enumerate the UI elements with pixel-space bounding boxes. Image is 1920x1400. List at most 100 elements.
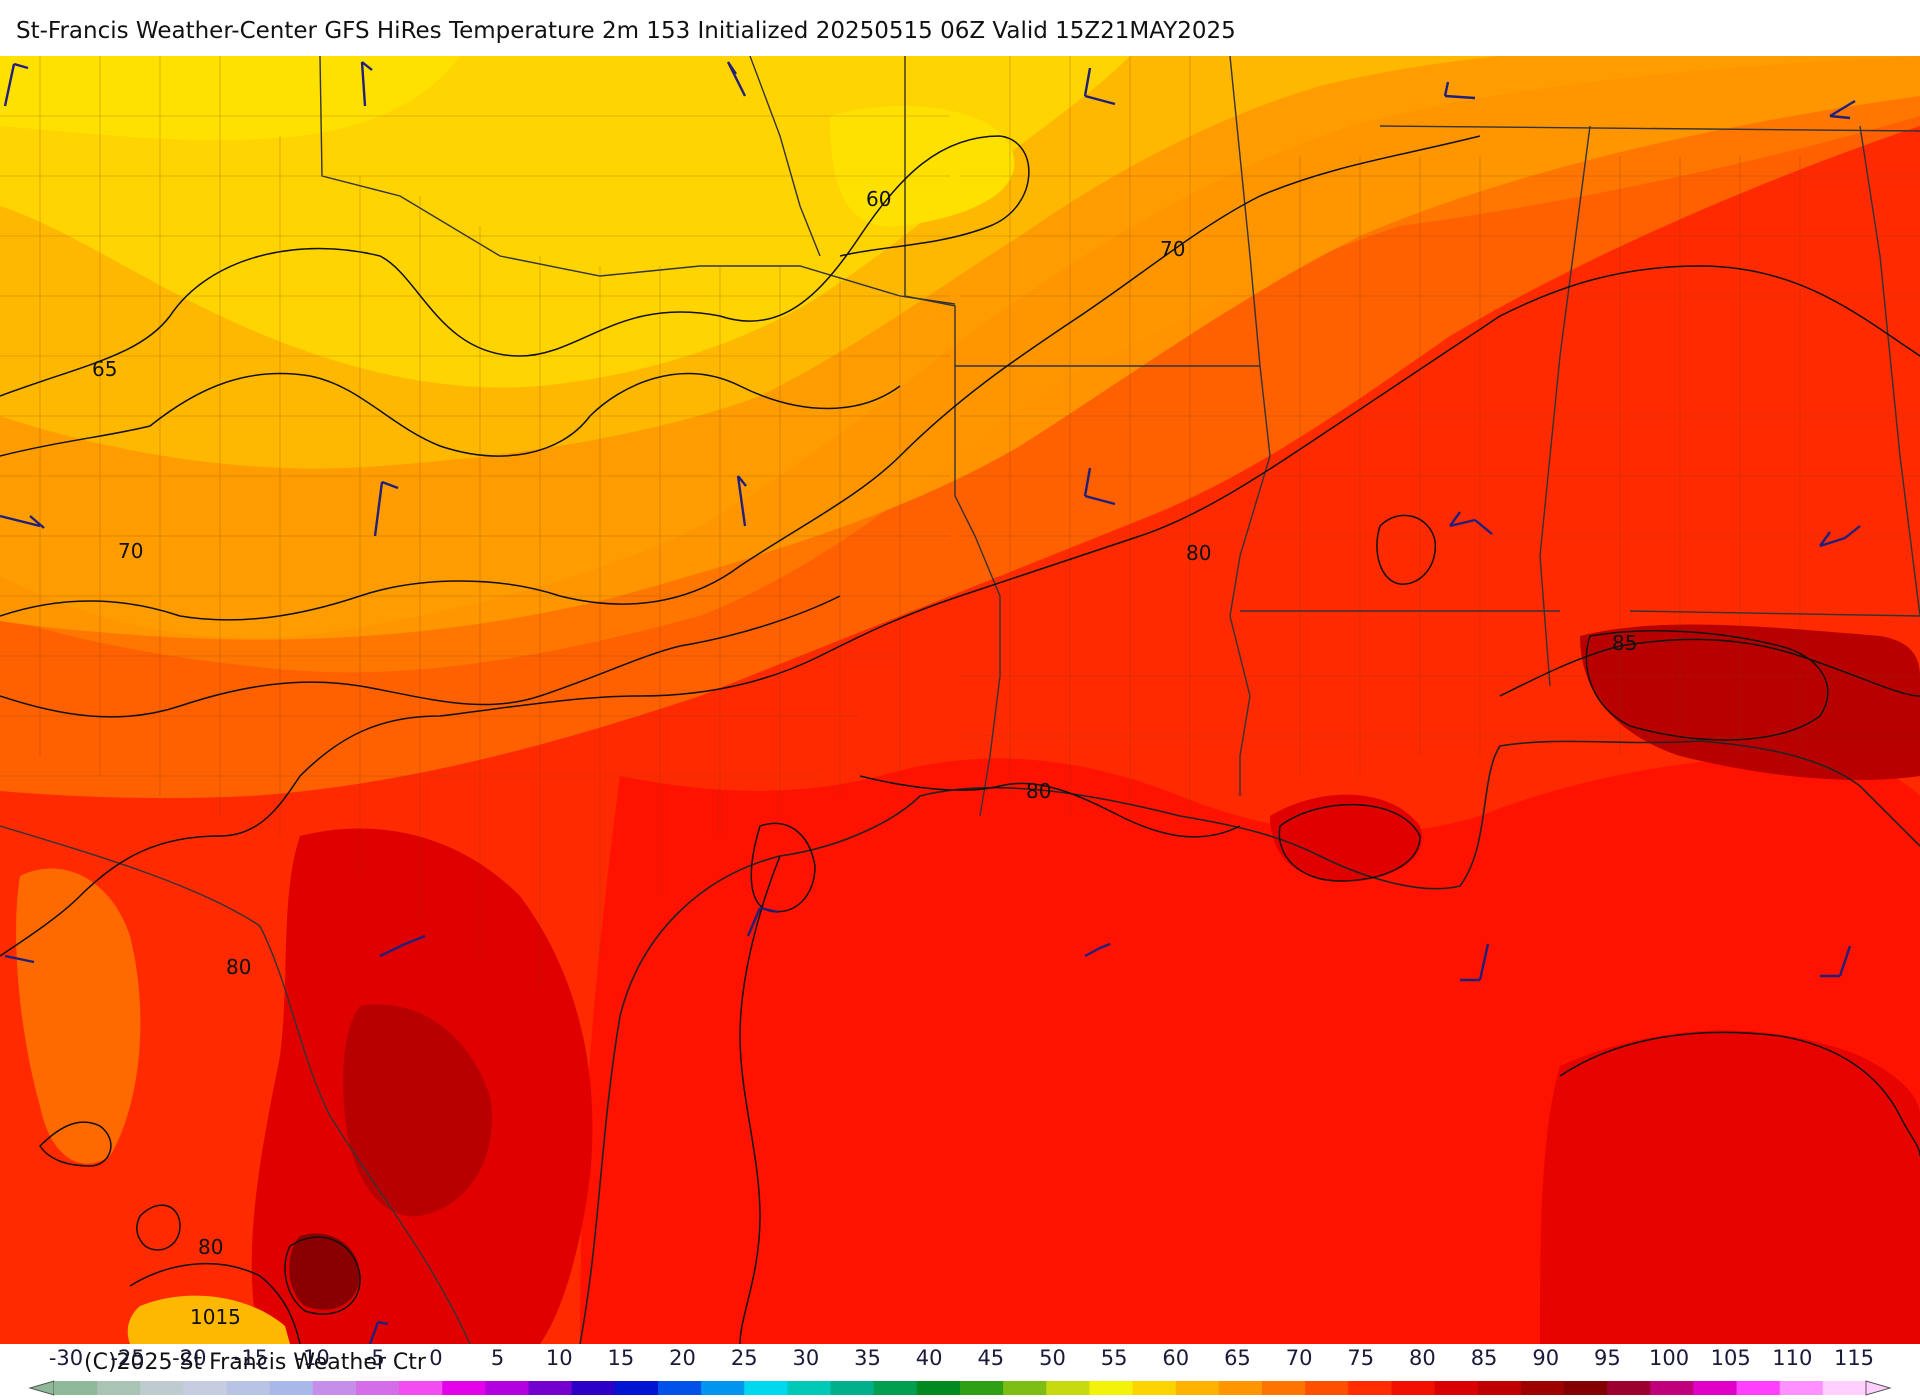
colorbar-swatch [1822, 1381, 1867, 1395]
contour-label: 70 [118, 539, 143, 563]
colorbar-swatch [312, 1381, 357, 1395]
colorbar-swatch [399, 1381, 443, 1395]
shade-85-florida [1580, 624, 1920, 780]
colorbar-tick-label: 90 [1532, 1346, 1560, 1370]
colorbar-tick-label: 45 [977, 1346, 1005, 1370]
colorbar-tick-label: -15 [233, 1346, 269, 1370]
colorbar-swatch [571, 1381, 616, 1395]
colorbar-tick-label: 65 [1224, 1346, 1251, 1370]
colorbar-min-arrow [28, 1380, 55, 1396]
colorbar-swatch [916, 1381, 961, 1395]
colorbar-swatch [744, 1381, 788, 1395]
contour-label: 60 [866, 187, 891, 211]
contour-label: 80 [226, 955, 251, 979]
colorbar-swatch [1779, 1381, 1824, 1395]
shade-85-gulf-south [1540, 1030, 1920, 1344]
colorbar-tick-label: 85 [1470, 1346, 1498, 1370]
colorbar-tick-label: 30 [792, 1346, 820, 1370]
colorbar-tick-label: 50 [1039, 1346, 1066, 1370]
shade-90-mx [289, 1233, 360, 1310]
colorbar-swatch [873, 1381, 918, 1395]
colorbar-swatch [183, 1381, 228, 1395]
shade-90-texas [343, 1004, 492, 1217]
state-borders [0, 56, 1920, 1344]
colorbar-tick-label: 60 [1162, 1346, 1190, 1370]
colorbar-swatch [1046, 1381, 1090, 1395]
temperature-map-svg: 60 65 70 70 80 80 80 80 85 1015 [0, 56, 1920, 1344]
contour-label: 70 [1160, 237, 1185, 261]
contour-label: 80 [1026, 779, 1051, 803]
colorbar-tick-label: -20 [172, 1346, 207, 1370]
colorbar-swatch [614, 1381, 659, 1395]
shade-85-coast [1270, 794, 1422, 882]
colorbar-tick-label: 20 [669, 1346, 696, 1370]
colorbar-swatch [701, 1381, 745, 1395]
shade-80-west-mx [16, 868, 141, 1164]
colorbar-tick-label: 95 [1594, 1346, 1621, 1370]
colorbar-swatch [1089, 1381, 1134, 1395]
isotherm-contours [0, 135, 1920, 1344]
colorbar-swatch [1003, 1381, 1047, 1395]
colorbar-tick-label: 80 [1409, 1346, 1436, 1370]
temperature-colorbar [28, 1380, 1892, 1396]
colorbar-swatch [1262, 1381, 1306, 1395]
colorbar-swatch [97, 1381, 141, 1395]
colorbar-tick-label: 115 [1833, 1346, 1875, 1370]
colorbar-tick-label: -5 [363, 1346, 385, 1370]
colorbar-swatch [1477, 1381, 1522, 1395]
colorbar-swatch [1391, 1381, 1436, 1395]
coastline [579, 740, 1920, 1344]
colorbar-swatch [658, 1381, 702, 1395]
shade-60-core [830, 106, 1015, 227]
colorbar-swatch [269, 1381, 314, 1395]
colorbar-tick-label: 5 [490, 1346, 505, 1370]
colorbar-swatch [1434, 1381, 1479, 1395]
colorbar-swatch [830, 1381, 875, 1395]
colorbar-tick-label: 55 [1100, 1346, 1128, 1370]
colorbar-swatch [1218, 1381, 1263, 1395]
colorbar-tick-label: 110 [1772, 1346, 1813, 1370]
colorbar-tick-label: 75 [1347, 1346, 1375, 1370]
colorbar-swatch [1650, 1381, 1694, 1395]
colorbar-swatch [1736, 1381, 1781, 1395]
colorbar-swatch [960, 1381, 1004, 1395]
colorbar-swatch [140, 1381, 184, 1395]
colorbar-tick-label: 10 [545, 1346, 573, 1370]
colorbar-swatch [1693, 1381, 1738, 1395]
colorbar-tick-label: 40 [915, 1346, 943, 1370]
contour-label: 85 [1612, 631, 1637, 655]
colorbar-swatch [485, 1381, 530, 1395]
colorbar-tick-label: 105 [1710, 1346, 1751, 1370]
contour-label: 65 [92, 357, 117, 381]
colorbar-swatch [1132, 1381, 1177, 1395]
temperature-map: 60 65 70 70 80 80 80 80 85 1015 [0, 56, 1920, 1344]
colorbar-labels: -30 -25 -20 -15 -10 -5 0 5 10 15 20 25 30 35 40 45 50 55 6… [0, 1346, 1920, 1372]
contour-labels: 60 65 70 70 80 80 80 80 85 1015 [92, 187, 1637, 1329]
county-lines [0, 56, 1920, 986]
colorbar-swatch [1564, 1381, 1608, 1395]
contour-label: 1015 [190, 1305, 241, 1329]
colorbar-tick-label: 15 [607, 1346, 635, 1370]
colorbar-swatch [528, 1381, 573, 1395]
shade-65-mx [127, 1295, 290, 1344]
colorbar-swatch [787, 1381, 832, 1395]
colorbar-swatch [356, 1381, 400, 1395]
colorbar-tick-label: -30 [48, 1346, 84, 1370]
map-title: St-Francis Weather-Center GFS HiRes Temp… [16, 18, 1236, 44]
colorbar-swatch [1175, 1381, 1220, 1395]
colorbar-tick-label: 35 [854, 1346, 881, 1370]
colorbar-swatch [1520, 1381, 1565, 1395]
colorbar-swatch [1348, 1381, 1392, 1395]
colorbar-swatch [1305, 1381, 1349, 1395]
colorbar-tick-label: -10 [295, 1346, 330, 1370]
shade-70 [0, 56, 1920, 640]
colorbar-tick-label: 100 [1648, 1346, 1690, 1370]
colorbar-max-arrow [1865, 1380, 1892, 1396]
colorbar-swatch [1607, 1381, 1651, 1395]
colorbar-swatch [226, 1381, 271, 1395]
colorbar-tick-label: -25 [110, 1346, 145, 1370]
colorbar-tick-label: 0 [429, 1346, 443, 1370]
colorbar-swatch [442, 1381, 486, 1395]
copyright-text: (C)2025 St Francis Weather Ctr [84, 1350, 426, 1375]
shade-60-west [0, 56, 460, 141]
